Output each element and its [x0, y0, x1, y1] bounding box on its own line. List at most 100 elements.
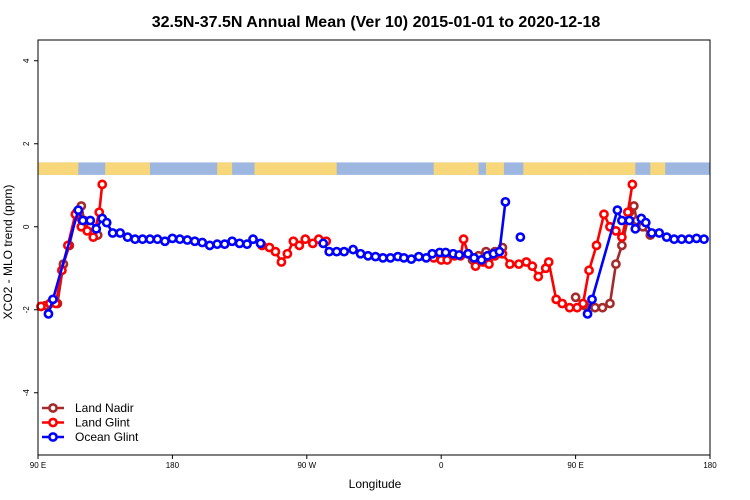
y-tick-label: 4 — [22, 58, 31, 63]
data-point — [616, 240, 627, 251]
land-ocean-band — [38, 162, 710, 175]
land-band-segment — [590, 162, 636, 175]
data-point — [654, 228, 665, 238]
data-point — [101, 217, 112, 228]
x-axis: 90 E 180 90 W 0 90 E 180 — [30, 455, 717, 470]
data-point — [97, 179, 108, 190]
data-point — [597, 302, 608, 313]
data-point — [234, 238, 245, 249]
data-point — [611, 259, 621, 269]
legend-item: Land Glint — [42, 416, 130, 430]
data-point — [640, 217, 651, 228]
x-tick-label: 0 — [439, 461, 444, 470]
data-point — [242, 239, 252, 250]
plot-area — [36, 179, 709, 319]
data-point — [355, 248, 366, 259]
x-tick-label: 180 — [166, 461, 180, 470]
data-point — [77, 215, 88, 226]
series-land-nadir — [40, 201, 656, 313]
y-tick-label: -2 — [22, 306, 31, 314]
data-point — [270, 246, 281, 257]
land-band-segment — [217, 162, 233, 175]
data-point — [630, 223, 641, 234]
data-point — [406, 254, 417, 265]
data-point — [599, 209, 609, 220]
data-point — [684, 234, 694, 245]
data-point — [543, 257, 554, 267]
data-point — [174, 234, 185, 245]
series-line — [433, 184, 634, 309]
data-point — [197, 237, 208, 248]
data-point — [318, 238, 329, 249]
data-point — [36, 301, 46, 312]
x-tick-label: 90 E — [30, 461, 46, 470]
data-point — [691, 233, 702, 244]
land-band-segment — [486, 162, 504, 175]
legend-item: Land Nadir — [42, 401, 134, 415]
legend-swatch-marker — [48, 417, 58, 428]
x-axis-label: Longitude — [349, 477, 402, 491]
data-point — [494, 246, 505, 257]
data-point — [557, 298, 568, 309]
data-point — [107, 228, 118, 238]
data-point — [248, 234, 258, 245]
data-point — [591, 240, 602, 251]
data-point — [255, 238, 266, 249]
legend-item: Ocean Glint — [42, 430, 139, 444]
data-point — [504, 259, 515, 269]
data-point — [82, 225, 93, 236]
data-point — [85, 215, 96, 226]
data-point — [612, 205, 623, 216]
data-point — [413, 251, 424, 262]
land-band-segment — [105, 162, 150, 175]
data-point — [348, 244, 358, 255]
data-point — [587, 294, 597, 305]
x-tick-label: 90 W — [297, 461, 316, 470]
data-point — [628, 201, 639, 211]
data-point — [470, 261, 481, 272]
data-point — [363, 250, 373, 261]
data-point — [469, 252, 479, 263]
data-point — [622, 207, 633, 218]
data-point — [152, 234, 163, 245]
y-tick-label: 0 — [22, 224, 31, 229]
data-point — [440, 247, 451, 258]
data-point — [699, 234, 709, 245]
data-point — [500, 196, 511, 207]
data-point — [282, 248, 293, 259]
data-point — [454, 250, 465, 260]
legend-swatch-marker — [48, 403, 58, 413]
x-tick-label: 90 E — [567, 461, 583, 470]
data-point — [661, 232, 672, 243]
series-land-glint — [36, 179, 638, 313]
data-point — [385, 252, 396, 263]
data-point — [616, 232, 627, 243]
legend-label: Land Nadir — [75, 401, 134, 415]
data-point — [427, 248, 438, 259]
chart-title: 32.5N-37.5N Annual Mean (Ver 10) 2015-01… — [152, 14, 601, 31]
data-point — [91, 223, 102, 234]
data-point — [484, 259, 494, 269]
data-point — [300, 234, 311, 245]
data-point — [646, 228, 657, 238]
data-point — [370, 251, 381, 262]
data-point — [590, 302, 600, 313]
land-band-segment — [254, 162, 337, 175]
y-tick-label: 2 — [22, 141, 31, 146]
data-point — [616, 215, 627, 226]
data-point — [145, 234, 155, 245]
data-point — [189, 236, 200, 247]
data-point — [533, 271, 544, 282]
data-point — [339, 246, 350, 257]
data-point — [115, 228, 126, 238]
data-point — [515, 232, 526, 243]
data-point — [160, 236, 170, 247]
data-point — [204, 240, 215, 251]
legend-label: Ocean Glint — [75, 430, 139, 444]
data-point — [582, 308, 593, 319]
land-band-segment — [60, 162, 76, 175]
data-point — [294, 240, 305, 251]
data-point — [276, 257, 287, 267]
data-point — [137, 234, 148, 245]
